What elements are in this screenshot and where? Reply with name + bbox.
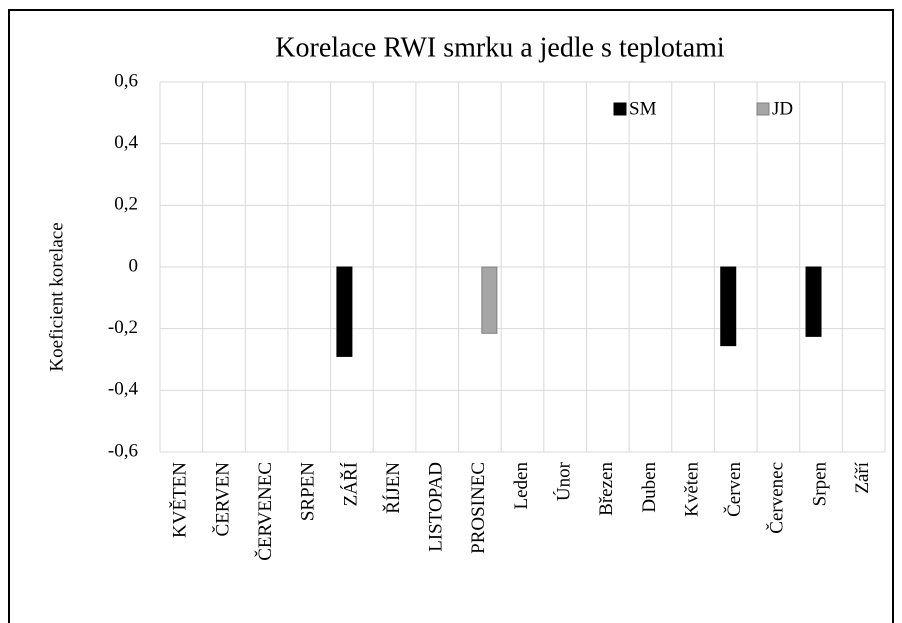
legend-label: SM	[629, 98, 657, 119]
y-tick-label: 0,2	[114, 194, 138, 215]
x-tick-label: Srpen	[809, 462, 830, 507]
chart-title: Korelace RWI smrku a jedle s teplotami	[275, 32, 725, 63]
x-tick-label: Červenec	[766, 462, 788, 534]
x-tick-label: Září	[852, 461, 873, 493]
y-tick-label: 0	[129, 255, 139, 276]
legend-swatch	[613, 102, 627, 116]
bar	[805, 266, 822, 337]
y-tick-label: 0,6	[114, 70, 138, 91]
x-tick-label: Březen	[596, 462, 617, 516]
x-tick-label: Leden	[511, 462, 532, 510]
y-tick-label: 0,4	[114, 132, 138, 153]
y-tick-label: -0,4	[108, 379, 139, 400]
bar	[336, 266, 353, 357]
frame	[8, 9, 894, 623]
legend-swatch	[756, 102, 770, 116]
y-tick-label: -0,6	[108, 440, 138, 461]
y-tick-label: -0,2	[108, 317, 138, 338]
x-tick-label: Duben	[639, 462, 660, 513]
x-tick-label: PROSINEC	[468, 462, 489, 554]
bar	[481, 266, 498, 334]
x-tick-label: Únor	[553, 461, 575, 501]
x-tick-label: ZÁŘÍ	[339, 462, 361, 506]
x-tick-label: LISTOPAD	[426, 462, 447, 552]
x-tick-label: Květen	[681, 462, 702, 517]
bar	[720, 266, 737, 347]
y-axis-label: Koeficient korelace	[46, 222, 67, 371]
x-tick-label: ČERVEN	[211, 462, 233, 537]
x-tick-label: SRPEN	[298, 462, 319, 521]
x-tick-label: ŘÍJEN	[382, 462, 404, 514]
x-tick-label: Červen	[723, 462, 745, 517]
x-tick-label: KVĚTEN	[169, 462, 191, 538]
x-tick-label: ČERVENEC	[254, 462, 276, 561]
legend-label: JD	[772, 98, 793, 119]
